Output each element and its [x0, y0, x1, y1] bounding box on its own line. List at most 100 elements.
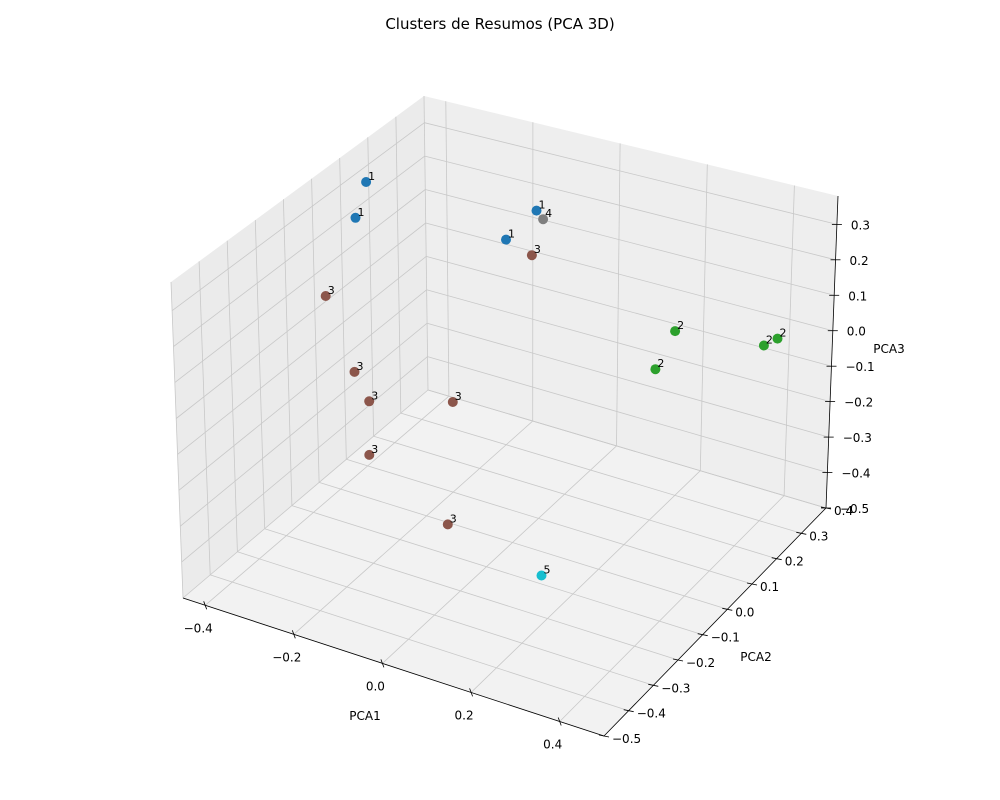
grid-line-z-back	[424, 122, 837, 225]
grid-line-x-floor	[293, 420, 533, 635]
z-tick-label: −0.4	[841, 467, 870, 481]
grid-line-z-back	[427, 356, 828, 473]
data-point-cluster-3	[442, 519, 453, 530]
grid-line-y-left	[254, 219, 266, 529]
x-tick-label: 0.0	[366, 679, 385, 693]
data-point-cluster-1	[501, 234, 511, 245]
grid-line-y-floor	[264, 528, 679, 661]
data-point-label: 3	[371, 389, 378, 402]
grid-line-x-back	[699, 164, 708, 471]
data-point-label: 3	[455, 390, 462, 403]
y-tick-label: 0.3	[809, 529, 828, 543]
grid-line-z-back	[426, 322, 829, 438]
y-tick-label: −0.5	[612, 732, 641, 746]
y-tick-mark	[796, 531, 807, 535]
grid-line-y-floor	[237, 551, 654, 686]
x-tick-mark	[291, 630, 296, 639]
z-tick-label: 0.2	[850, 254, 869, 268]
y-axis: −0.5 −0.4 −0.3 −0.2 −0.1 0.0 0.1 0.2 0.3 0.4	[598, 504, 853, 746]
grid-line-x-floor	[382, 445, 617, 664]
grid-line-y-floor	[346, 458, 753, 585]
grid-line-y-left	[311, 178, 320, 483]
grid-line-y-left	[395, 116, 402, 414]
data-point-cluster-1	[350, 212, 361, 223]
grid-line-y-floor	[210, 574, 629, 712]
y-tick-label: −0.1	[711, 631, 740, 645]
grid-line-z-back	[425, 222, 833, 332]
y-tick-mark	[771, 557, 782, 561]
data-point-label: 4	[545, 207, 552, 220]
grid-line-x-floor	[204, 395, 450, 606]
grid-line-x-floor	[559, 495, 785, 722]
data-point-label: 3	[534, 243, 541, 256]
data-point-label: 5	[544, 564, 551, 577]
data-point-cluster-1	[361, 177, 372, 187]
y-tick-label: 0.4	[834, 504, 853, 518]
grid-line-z-left	[181, 356, 428, 563]
grid-line-z-back	[424, 155, 836, 261]
axis-panes	[171, 96, 838, 736]
data-point-cluster-1	[531, 205, 542, 216]
grid-line-y-floor	[400, 412, 802, 534]
grid-line-y-left	[226, 240, 238, 552]
z-axis: −0.5 −0.4 −0.3 −0.2 −0.1 0.0 0.1 0.2 0.3	[821, 195, 875, 516]
x-tick-mark	[557, 717, 562, 726]
z-tick-label: 0.3	[851, 218, 870, 232]
grid-lines	[170, 95, 837, 737]
x-tick-label: −0.4	[184, 621, 213, 635]
floor-pane	[183, 390, 826, 736]
x-tick-mark	[203, 601, 208, 610]
y-tick-label: −0.2	[686, 656, 715, 670]
grid-line-x-back	[783, 185, 795, 496]
left-wall-pane	[171, 96, 428, 598]
data-point-label: 2	[766, 334, 773, 347]
x-axis-label: PCA1	[349, 709, 380, 723]
data-point-label: 1	[508, 228, 515, 241]
y-tick-mark	[697, 633, 708, 637]
grid-line-y-floor	[373, 435, 777, 560]
data-point-cluster-5	[536, 570, 547, 581]
z-axis-label: PCA3	[873, 342, 904, 356]
z-tick-label: 0.1	[848, 289, 867, 303]
data-point-cluster-2	[772, 333, 783, 344]
y-axis-label: PCA2	[740, 650, 771, 664]
data-point-cluster-2	[758, 340, 769, 351]
data-point-cluster-3	[364, 449, 375, 460]
y-tick-mark	[672, 658, 684, 662]
grid-line-z-left	[182, 389, 429, 599]
grid-line-y-left	[198, 261, 211, 575]
grid-line-z-back	[426, 289, 831, 402]
x-tick-label: 0.2	[455, 708, 474, 722]
x-axis: −0.4 −0.2 0.0 0.2 0.4	[182, 597, 605, 752]
y-tick-label: 0.0	[735, 605, 754, 619]
x-tick-mark	[469, 688, 473, 697]
chart-title: Clusters de Resumos (PCA 3D)	[385, 15, 614, 33]
x-tick-label: −0.2	[272, 650, 301, 664]
y-tick-label: −0.4	[637, 707, 666, 721]
data-point-label: 1	[358, 206, 365, 219]
grid-line-x-floor	[470, 470, 701, 693]
data-point-cluster-3	[349, 366, 360, 377]
y-tick-mark	[623, 709, 634, 713]
data-point-label: 3	[357, 360, 364, 373]
data-point-label: 1	[539, 199, 546, 212]
grid-line-y-left	[283, 199, 293, 506]
data-point-label: 3	[450, 512, 457, 525]
grid-line-y-floor	[291, 505, 703, 636]
z-tick-label: −0.5	[840, 502, 869, 516]
y-tick-label: 0.1	[760, 580, 779, 594]
data-point-cluster-2	[650, 364, 661, 375]
y-tick-mark	[722, 607, 733, 611]
data-point-label: 3	[328, 284, 335, 297]
data-point-cluster-2	[670, 326, 681, 337]
data-point-label: 2	[677, 319, 684, 332]
data-point-cluster-3	[526, 250, 537, 261]
grid-line-z-back	[427, 389, 827, 509]
data-point-cluster-3	[447, 397, 458, 407]
y-tick-mark	[598, 734, 610, 738]
y-tick-label: −0.3	[661, 681, 690, 695]
grid-line-z-back	[425, 189, 835, 296]
grid-line-z-left	[180, 322, 428, 527]
data-point-cluster-3	[364, 396, 375, 407]
